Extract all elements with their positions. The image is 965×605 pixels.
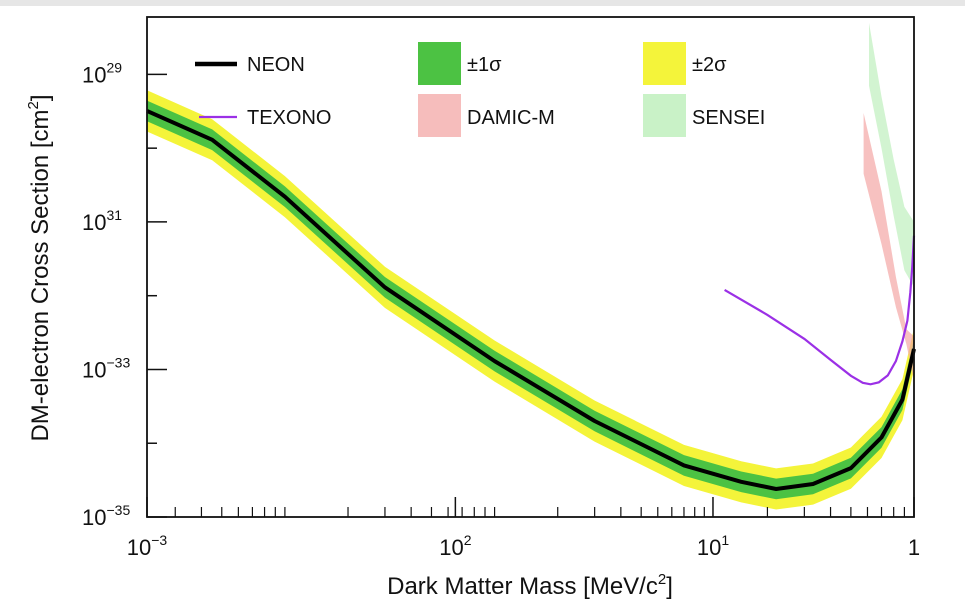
lines-layer	[146, 109, 916, 491]
window-top-strip	[0, 0, 965, 6]
x-tick-label: 102	[439, 532, 471, 560]
legend-swatch-2sigma	[643, 42, 686, 85]
plot-frame	[146, 16, 915, 518]
legend-swatch-sensei	[643, 94, 686, 137]
y-tick-label: 1029	[82, 59, 122, 87]
ticks-layer	[146, 73, 915, 518]
x-tick-label: 1	[908, 535, 920, 560]
legend-label-sensei: SENSEI	[692, 107, 765, 129]
legend: NEON ±1σ ±2σ TEXONO DAMIC-M SENSEI	[195, 42, 765, 137]
y-axis-title: DM-electron Cross Section [cm2]	[25, 94, 54, 441]
legend-label-texono: TEXONO	[247, 107, 331, 129]
neon-line	[146, 109, 916, 491]
neon-1sigma-band	[147, 100, 914, 500]
legend-swatch-damic-m	[418, 94, 461, 137]
legend-label-damic-m: DAMIC-M	[467, 107, 555, 129]
legend-label-2sigma: ±2σ	[692, 54, 727, 76]
sensei-band	[869, 22, 914, 288]
x-tick-label: 10−3	[127, 532, 168, 560]
bands-layer	[147, 22, 914, 510]
legend-label-neon: NEON	[247, 54, 305, 76]
texono-line	[724, 235, 916, 386]
legend-label-1sigma: ±1σ	[467, 54, 502, 76]
neon-2sigma-band	[147, 90, 914, 510]
x-tick-label: 101	[697, 532, 729, 560]
y-tick-label: 10−35	[82, 502, 130, 530]
y-tick-label: 10−33	[82, 354, 130, 382]
legend-swatch-1sigma	[418, 42, 461, 85]
damic-m-band	[863, 113, 914, 381]
x-axis-title: Dark Matter Mass [MeV/c2]	[387, 571, 673, 600]
y-tick-label: 1031	[82, 207, 122, 235]
